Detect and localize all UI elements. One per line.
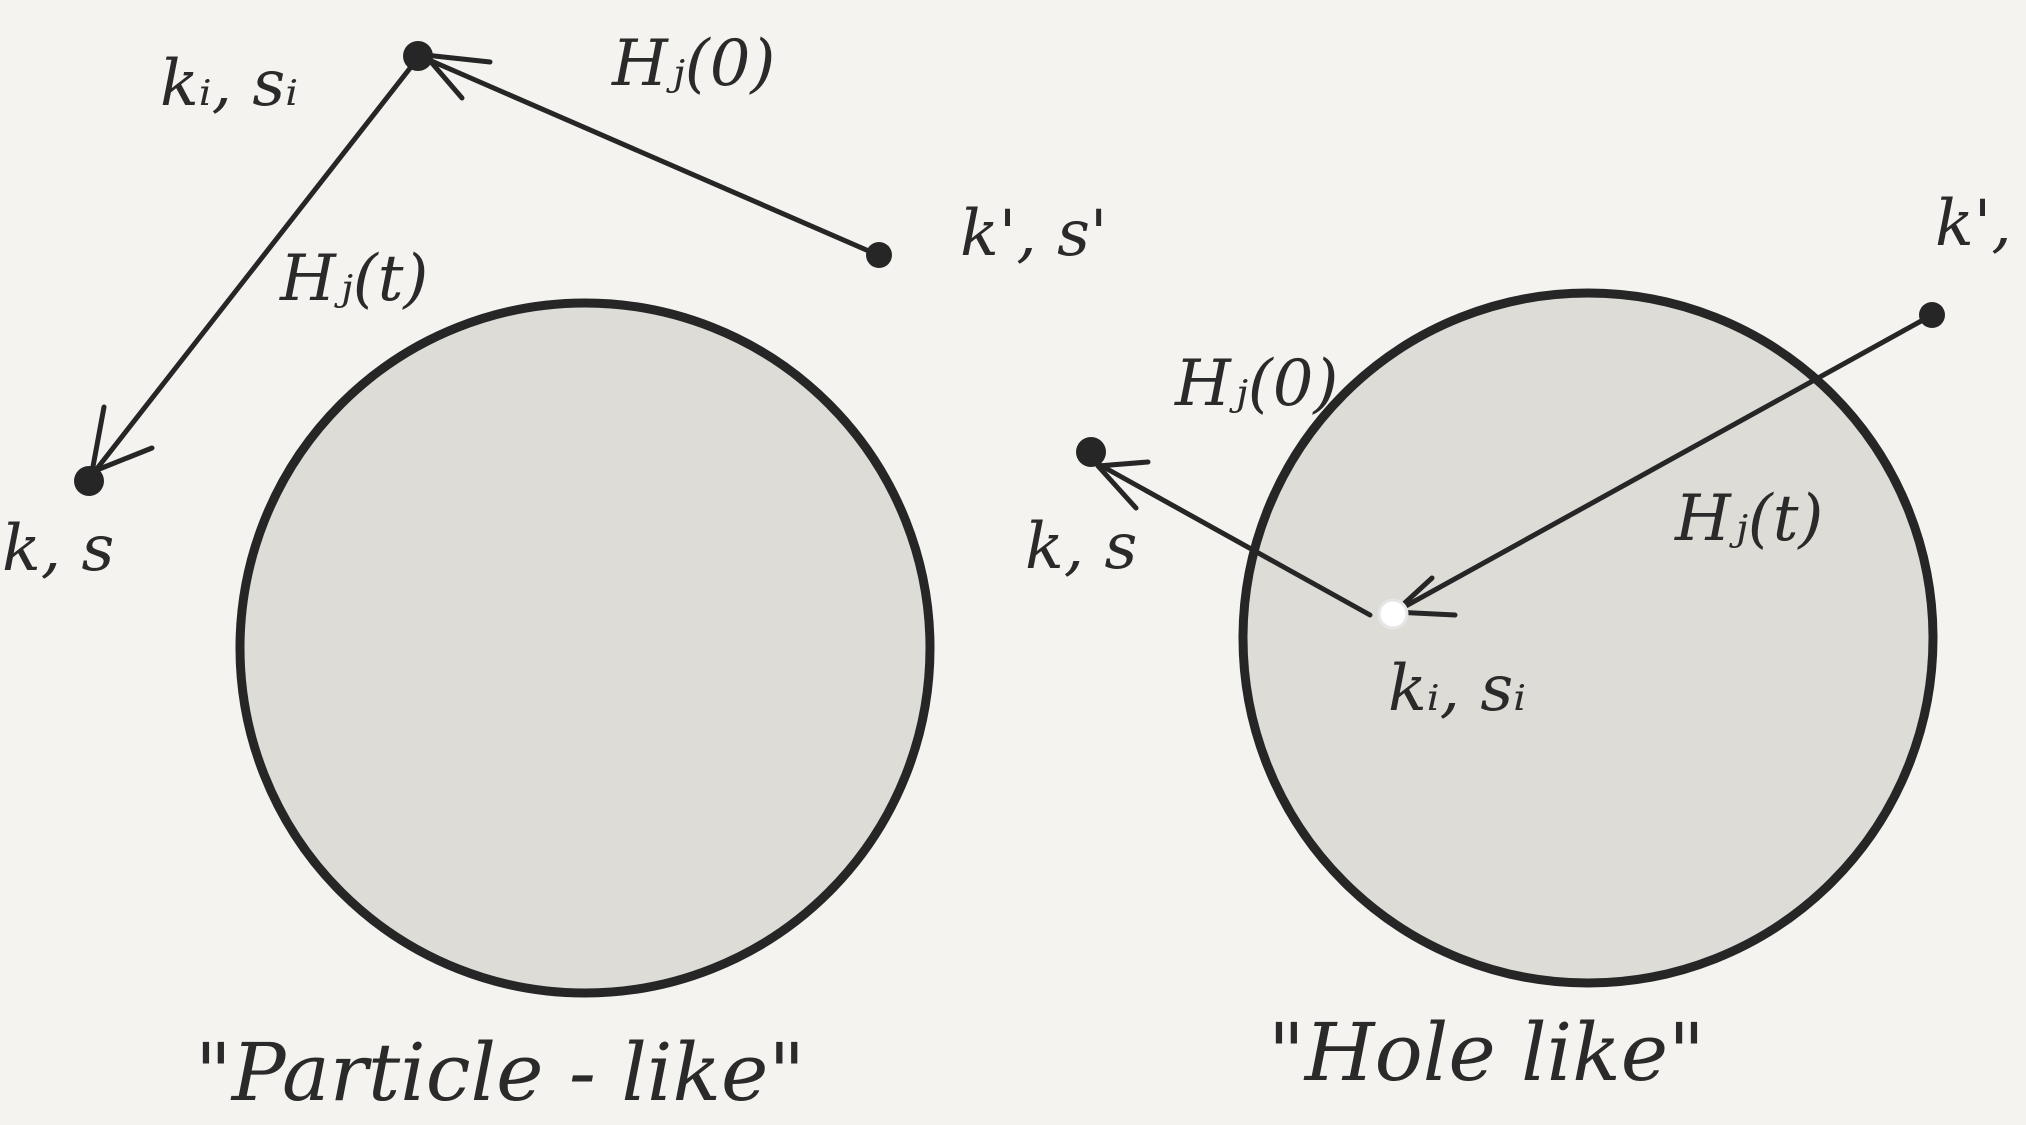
label-ki-si-right: kᵢ, sᵢ [1388, 652, 1526, 726]
label-hjt-right: Hⱼ(t) [1674, 482, 1823, 556]
label-k-s-left: k, s [2, 512, 114, 586]
label-ki-si-left: kᵢ, sᵢ [160, 47, 298, 121]
fermi-sea-circle-left [235, 298, 935, 998]
caption-hole-like: "Hole like" [1268, 1006, 1705, 1099]
hole-ki-si-marker-right [1377, 598, 1409, 630]
label-kp-sp-right: k', s' [1935, 187, 2026, 261]
state-k-s-dot-left [74, 466, 104, 496]
caption-particle-like: "Particle - like" [195, 1026, 805, 1119]
state-kp-sp-dot-right [1919, 302, 1945, 328]
label-hj0-left: Hⱼ(0) [611, 27, 775, 101]
state-ki-si-dot-left [403, 41, 433, 71]
particle-like-panel: kᵢ, sᵢ Hⱼ(0) k', s' Hⱼ(t) k, s "Particle… [2, 27, 1108, 1119]
label-hj0-right: Hⱼ(0) [1174, 347, 1338, 421]
fermi-sea-circle-right [1238, 288, 1938, 988]
arrow-hj0-right [1095, 459, 1373, 618]
state-k-s-dot-right [1076, 437, 1106, 467]
label-hjt-left: Hⱼ(t) [279, 242, 428, 316]
state-kp-sp-dot-left [866, 242, 892, 268]
hole-like-panel: k', s' Hⱼ(0) Hⱼ(t) k, s kᵢ, sᵢ "Hole lik… [1025, 187, 2026, 1099]
label-kp-sp-left: k', s' [960, 197, 1108, 271]
label-k-s-right: k, s [1025, 510, 1137, 584]
